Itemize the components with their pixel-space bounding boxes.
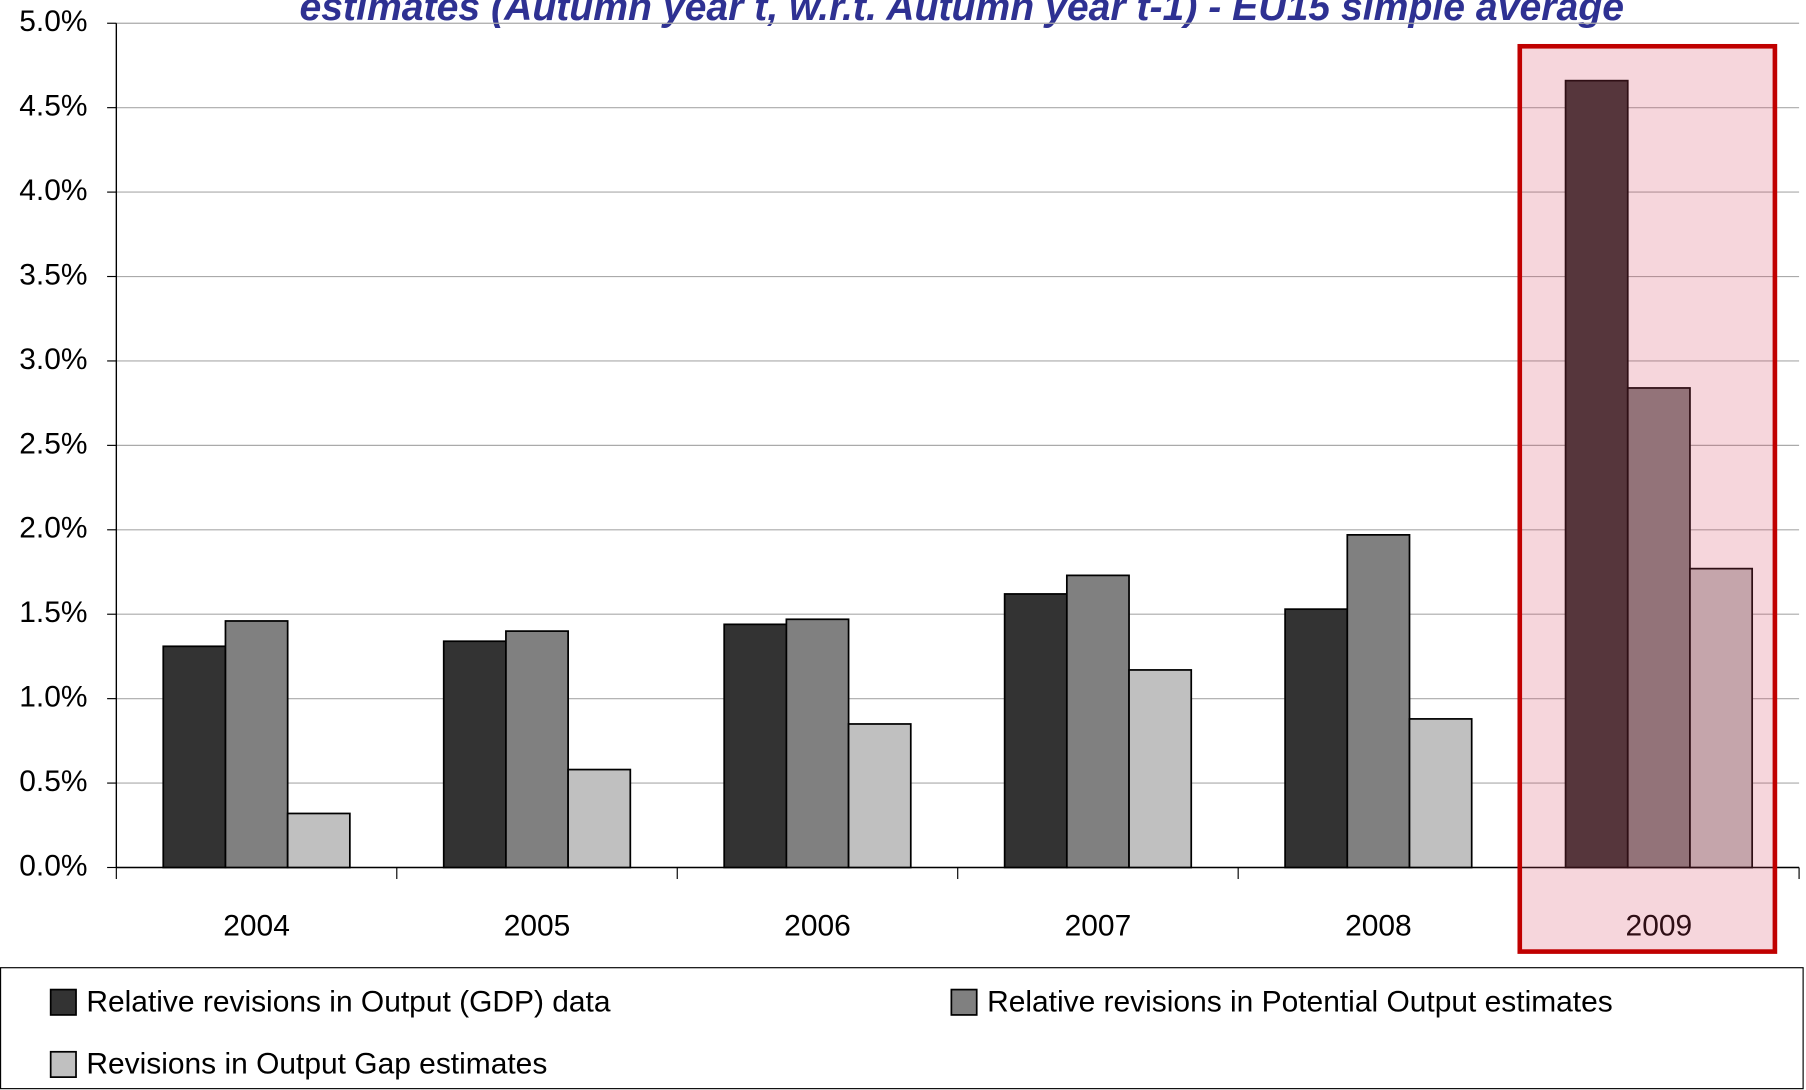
bar xyxy=(505,630,569,869)
bar xyxy=(1128,669,1193,869)
bar xyxy=(1346,533,1411,869)
x-tick-label: 2004 xyxy=(223,909,290,942)
bar xyxy=(1626,387,1691,869)
legend-swatch xyxy=(49,988,77,1016)
y-tick-label: 5.0% xyxy=(19,5,87,38)
bar xyxy=(847,723,912,869)
bar xyxy=(162,645,227,869)
y-tick-label: 3.5% xyxy=(19,258,87,291)
y-tick-label: 3.0% xyxy=(19,343,87,376)
legend-label: Relative revisions in Potential Output e… xyxy=(987,985,1613,1018)
y-tick-label: 4.0% xyxy=(19,174,87,207)
bar xyxy=(224,620,289,869)
legend-swatch xyxy=(950,988,978,1016)
y-tick-label: 1.0% xyxy=(19,681,87,714)
x-tick-label: 2007 xyxy=(1065,909,1132,942)
bar xyxy=(1564,79,1629,869)
x-tick-label: 2009 xyxy=(1626,909,1693,942)
bar xyxy=(1284,608,1349,869)
highlight-box xyxy=(1517,43,1778,954)
bar xyxy=(1003,593,1068,869)
legend-box xyxy=(0,967,1804,1090)
bar xyxy=(567,768,632,869)
bar xyxy=(286,812,351,869)
y-tick-label: 2.5% xyxy=(19,427,87,460)
x-tick-label: 2008 xyxy=(1345,909,1412,942)
x-tick-label: 2005 xyxy=(504,909,571,942)
bar xyxy=(1065,574,1130,869)
bar xyxy=(1689,567,1754,869)
y-tick-label: 1.5% xyxy=(19,596,87,629)
bar xyxy=(1408,718,1473,869)
legend-label: Revisions in Output Gap estimates xyxy=(86,1048,547,1081)
legend-label: Relative revisions in Output (GDP) data xyxy=(86,985,610,1018)
bar xyxy=(785,618,850,869)
x-tick-label: 2006 xyxy=(784,909,851,942)
chart-title: estimates (Autumn year t, w.r.t. Autumn … xyxy=(300,0,1624,29)
y-tick-label: 2.0% xyxy=(19,512,87,545)
y-tick-label: 0.0% xyxy=(19,849,87,882)
bar xyxy=(442,640,507,869)
legend-swatch xyxy=(49,1050,77,1078)
bar xyxy=(723,623,788,869)
y-tick-label: 0.5% xyxy=(19,765,87,798)
y-tick-label: 4.5% xyxy=(19,90,87,123)
